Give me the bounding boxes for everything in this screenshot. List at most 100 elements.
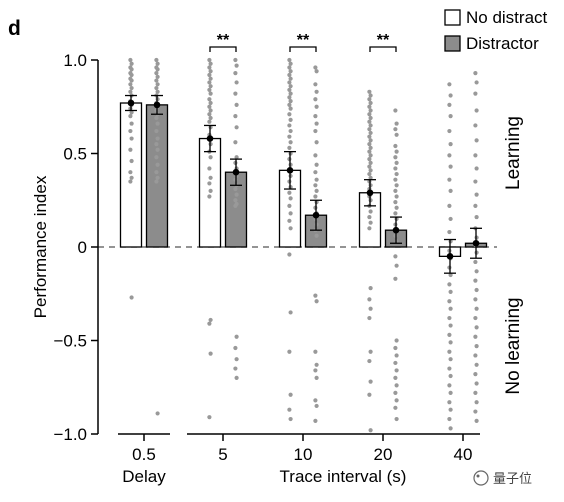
data-point-distractor	[234, 357, 239, 362]
data-point-no-distract	[207, 104, 212, 109]
data-point-no-distract	[367, 97, 372, 102]
data-point-distractor	[234, 334, 239, 339]
x-tick-label: 5	[218, 445, 227, 464]
data-point-distractor	[474, 287, 479, 293]
data-point-no-distract	[129, 67, 134, 72]
y-tick-label: 0	[78, 238, 87, 257]
data-point-distractor	[394, 416, 399, 422]
data-point-distractor	[154, 179, 159, 184]
data-point-distractor	[393, 166, 398, 171]
data-point-no-distract	[287, 145, 292, 150]
data-point-distractor	[314, 403, 319, 409]
data-point-distractor	[474, 192, 479, 197]
data-point-distractor	[155, 411, 160, 416]
data-point-no-distract	[288, 61, 293, 66]
data-point-no-distract	[207, 80, 212, 85]
significance-bracket	[209, 46, 237, 52]
data-point-no-distract	[447, 102, 452, 107]
data-point-distractor	[233, 114, 238, 119]
data-point-distractor	[393, 375, 398, 380]
data-point-distractor	[474, 400, 479, 405]
significance-bracket	[369, 46, 397, 52]
data-point-distractor	[313, 418, 318, 424]
data-point-distractor	[233, 203, 238, 208]
data-point-no-distract	[128, 82, 133, 87]
data-point-distractor	[154, 170, 159, 175]
data-point-distractor	[473, 203, 478, 208]
data-point-no-distract	[367, 104, 372, 109]
data-point-distractor	[233, 57, 238, 63]
data-point-distractor	[233, 91, 238, 96]
data-point-distractor	[234, 125, 239, 130]
data-point-distractor	[393, 211, 398, 216]
data-point-distractor	[314, 162, 319, 167]
y-tick-label: 1.0	[63, 51, 87, 70]
data-point-distractor	[474, 344, 479, 349]
data-point-no-distract	[287, 349, 292, 354]
data-point-no-distract	[368, 379, 373, 384]
data-point-distractor	[155, 147, 160, 152]
data-point-no-distract	[368, 108, 373, 113]
data-point-no-distract	[448, 426, 453, 431]
data-point-no-distract	[128, 170, 133, 175]
delay-label: Delay	[122, 467, 166, 486]
data-point-no-distract	[448, 216, 453, 222]
data-point-no-distract	[288, 140, 293, 145]
data-point-distractor	[233, 366, 238, 371]
data-point-distractor	[313, 183, 318, 188]
data-point-no-distract	[367, 134, 372, 139]
data-point-no-distract	[129, 175, 134, 180]
data-point-distractor	[154, 78, 159, 83]
data-point-no-distract	[208, 351, 213, 356]
data-point-distractor	[314, 69, 319, 74]
data-point-no-distract	[368, 220, 373, 225]
data-point-no-distract	[447, 82, 452, 87]
data-point-no-distract	[129, 158, 134, 164]
data-point-no-distract	[208, 91, 213, 96]
data-point-no-distract	[367, 297, 372, 302]
data-point-no-distract	[367, 89, 372, 94]
data-point-no-distract	[128, 89, 133, 94]
data-point-distractor	[154, 128, 159, 134]
learning-label: Learning	[503, 116, 524, 190]
data-point-distractor	[313, 82, 318, 87]
data-point-distractor	[394, 368, 399, 373]
y-tick-label: −0.5	[53, 332, 87, 351]
data-point-no-distract	[367, 119, 372, 124]
data-point-distractor	[474, 214, 479, 220]
data-point-no-distract	[287, 407, 292, 412]
data-point-no-distract	[367, 171, 372, 177]
legend: No distract Distractor	[444, 8, 548, 53]
data-point-no-distract	[367, 164, 372, 169]
legend-label-no-distract: No distract	[466, 8, 548, 27]
data-point-distractor	[394, 338, 399, 343]
x-tick-label: 0.5	[132, 445, 156, 464]
data-point-no-distract	[368, 123, 373, 128]
x-tick-label: 40	[454, 445, 473, 464]
data-point-no-distract	[368, 168, 373, 173]
data-point-distractor	[394, 149, 399, 154]
data-point-distractor	[313, 349, 318, 354]
panel-letter: d	[8, 17, 21, 40]
data-point-distractor	[394, 171, 399, 177]
y-axis-label: Performance index	[31, 175, 50, 318]
data-point-no-distract	[447, 282, 452, 287]
data-point-no-distract	[448, 272, 453, 278]
data-point-distractor	[393, 127, 398, 132]
data-point-no-distract	[368, 428, 373, 433]
data-point-no-distract	[288, 226, 293, 231]
data-point-distractor	[474, 325, 479, 330]
data-point-distractor	[155, 175, 160, 180]
data-point-no-distract	[288, 416, 293, 422]
data-point-no-distract	[287, 112, 292, 117]
data-point-no-distract	[448, 390, 453, 395]
data-point-distractor	[313, 128, 318, 134]
data-point-no-distract	[367, 358, 372, 364]
data-point-no-distract	[288, 84, 293, 89]
significance-label: **	[297, 32, 310, 49]
data-point-no-distract	[367, 392, 372, 397]
data-point-no-distract	[367, 226, 372, 231]
data-point-distractor	[474, 362, 479, 367]
data-point-distractor	[473, 297, 478, 302]
data-point-no-distract	[128, 128, 133, 134]
